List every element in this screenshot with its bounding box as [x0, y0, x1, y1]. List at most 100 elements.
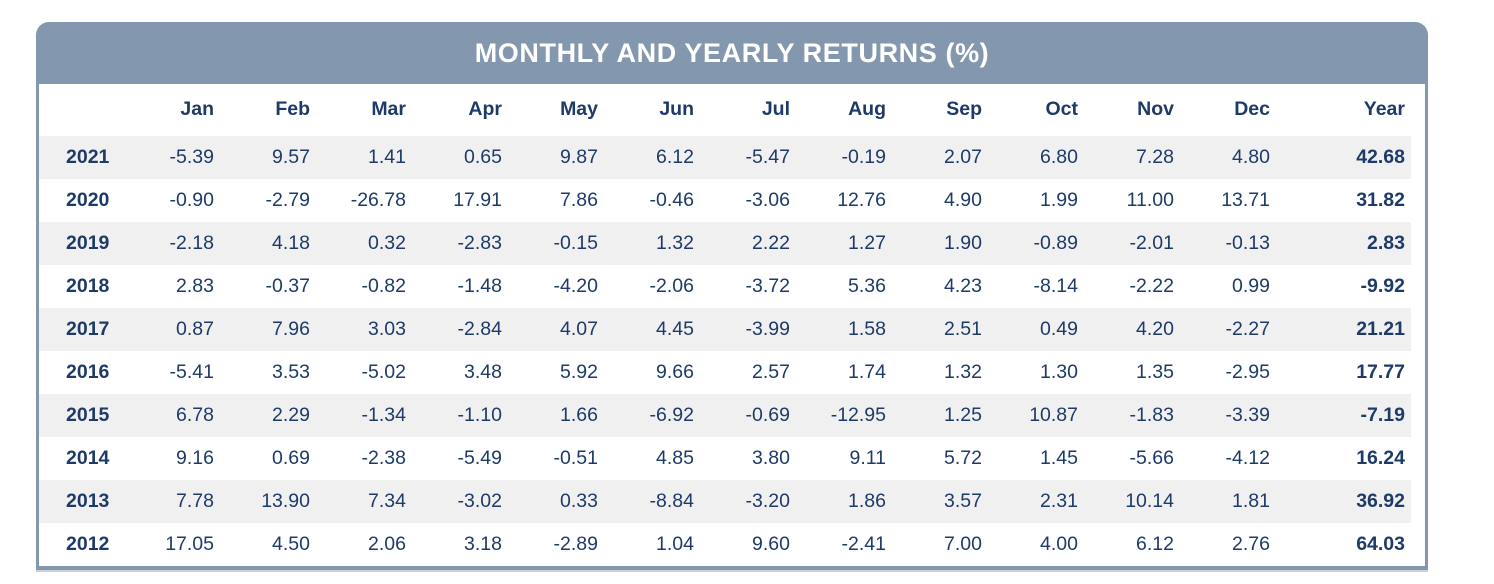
monthly-return-cell: -2.38 [361, 447, 406, 469]
monthly-return-cell: -5.49 [457, 447, 502, 469]
corner-cell [39, 84, 124, 136]
table-row-2020: 2020 -0.90 -2.79 -26.78 17.91 7.86 -0.46 -3.06 1… [39, 179, 1411, 222]
monthly-return-cell: 17.91 [453, 189, 502, 211]
monthly-return-cell: 6.78 [176, 404, 214, 426]
table-row-2017: 2017 0.87 7.96 3.03 -2.84 4.07 4.45 -3.99 1.58 2.… [39, 308, 1411, 351]
monthly-return-cell: 0.69 [272, 447, 310, 469]
yearly-return-cell: 16.24 [1356, 447, 1405, 469]
table-title-bar: MONTHLY AND YEARLY RETURNS (%) [36, 22, 1428, 84]
monthly-return-cell: 10.87 [1029, 404, 1078, 426]
monthly-return-cell: 1.90 [944, 232, 982, 254]
monthly-return-cell: -2.18 [169, 232, 214, 254]
yearly-return-cell: 21.21 [1356, 318, 1405, 340]
table-row-2016: 2016 -5.41 3.53 -5.02 3.48 5.92 9.66 2.57 1.74 1.… [39, 351, 1411, 394]
monthly-return-cell: -0.19 [841, 146, 886, 168]
row-year-label: 2021 [66, 146, 110, 168]
monthly-return-cell: 10.14 [1125, 490, 1174, 512]
monthly-return-cell: -0.69 [745, 404, 790, 426]
monthly-return-cell: 7.86 [560, 189, 598, 211]
monthly-return-cell: 1.30 [1040, 361, 1078, 383]
column-header-may: May [560, 97, 598, 120]
monthly-return-cell: 9.57 [272, 146, 310, 168]
column-header-jul: Jul [761, 97, 790, 120]
monthly-return-cell: -12.95 [830, 404, 886, 426]
table-row-2014: 2014 9.16 0.69 -2.38 -5.49 -0.51 4.85 3.80 9.11 5… [39, 437, 1411, 480]
column-header-aug: Aug [848, 97, 886, 120]
monthly-return-cell: 2.57 [752, 361, 790, 383]
monthly-return-cell: -2.06 [649, 275, 694, 297]
table-row-2021: 2021 -5.39 9.57 1.41 0.65 9.87 6.12 -5.47 -0.19 2… [39, 136, 1411, 179]
monthly-return-cell: 3.53 [272, 361, 310, 383]
table-row-2018: 2018 2.83 -0.37 -0.82 -1.48 -4.20 -2.06 -3.72 5.… [39, 265, 1411, 308]
monthly-return-cell: -2.79 [265, 189, 310, 211]
monthly-return-cell: -4.20 [553, 275, 598, 297]
monthly-return-cell: 11.00 [1126, 189, 1174, 211]
table-row-2015: 2015 6.78 2.29 -1.34 -1.10 1.66 -6.92 -0.69 -12.… [39, 394, 1411, 437]
monthly-return-cell: 4.50 [272, 533, 310, 555]
monthly-return-cell: 9.60 [752, 533, 790, 555]
column-header-oct: Oct [1045, 97, 1078, 120]
monthly-return-cell: 4.07 [560, 318, 598, 340]
monthly-return-cell: 2.29 [272, 404, 310, 426]
monthly-return-cell: -6.92 [649, 404, 694, 426]
monthly-return-cell: -5.66 [1129, 447, 1174, 469]
monthly-return-cell: 4.80 [1232, 146, 1270, 168]
monthly-return-cell: 6.12 [1136, 533, 1174, 555]
monthly-return-cell: 13.90 [261, 490, 310, 512]
header-row: Jan Feb Mar Apr May Jun Jul Aug Sep Oct Nov Dec Year [39, 84, 1411, 136]
monthly-return-cell: -5.41 [169, 361, 214, 383]
yearly-return-cell: -9.92 [1360, 275, 1405, 297]
row-year-label: 2013 [66, 490, 110, 512]
row-year-label: 2016 [66, 361, 110, 383]
monthly-return-cell: 4.23 [944, 275, 982, 297]
row-year-label: 2020 [66, 189, 110, 211]
table-row-2012: 2012 17.05 4.50 2.06 3.18 -2.89 1.04 9.60 -2.41 7… [39, 523, 1411, 566]
monthly-return-cell: -5.39 [169, 146, 214, 168]
monthly-return-cell: 1.25 [944, 404, 982, 426]
column-header-dec: Dec [1234, 97, 1270, 120]
monthly-return-cell: -2.83 [457, 232, 502, 254]
column-header-sep: Sep [946, 97, 982, 120]
monthly-return-cell: 1.04 [656, 533, 694, 555]
monthly-return-cell: 4.90 [944, 189, 982, 211]
monthly-return-cell: 1.35 [1136, 361, 1174, 383]
monthly-return-cell: 17.05 [165, 533, 214, 555]
monthly-return-cell: -0.90 [169, 189, 214, 211]
monthly-return-cell: -2.89 [553, 533, 598, 555]
monthly-return-cell: 3.48 [464, 361, 502, 383]
monthly-return-cell: 4.45 [656, 318, 694, 340]
monthly-return-cell: 4.20 [1136, 318, 1174, 340]
monthly-return-cell: 7.34 [368, 490, 406, 512]
column-header-mar: Mar [371, 97, 406, 120]
monthly-return-cell: 9.87 [560, 146, 598, 168]
monthly-return-cell: -1.48 [457, 275, 502, 297]
monthly-return-cell: 4.85 [656, 447, 694, 469]
yearly-return-cell: 36.92 [1356, 490, 1405, 512]
monthly-return-cell: 2.06 [368, 533, 406, 555]
monthly-return-cell: 4.00 [1040, 533, 1078, 555]
monthly-return-cell: 0.65 [464, 146, 502, 168]
monthly-return-cell: 2.31 [1040, 490, 1078, 512]
monthly-return-cell: 1.86 [848, 490, 886, 512]
monthly-return-cell: 0.49 [1040, 318, 1078, 340]
monthly-return-cell: -4.12 [1225, 447, 1270, 469]
monthly-return-cell: 6.80 [1040, 146, 1078, 168]
row-year-label: 2012 [66, 533, 110, 555]
monthly-return-cell: 7.00 [944, 533, 982, 555]
yearly-return-cell: 17.77 [1356, 361, 1405, 383]
monthly-return-cell: -1.34 [361, 404, 406, 426]
monthly-return-cell: -0.37 [265, 275, 310, 297]
monthly-return-cell: -0.51 [553, 447, 598, 469]
monthly-return-cell: -5.02 [361, 361, 406, 383]
monthly-return-cell: -2.84 [457, 318, 502, 340]
yearly-return-cell: 42.68 [1356, 146, 1405, 168]
monthly-return-cell: 7.78 [176, 490, 214, 512]
column-header-jun: Jun [659, 97, 694, 120]
column-header-year: Year [1363, 97, 1405, 120]
returns-table-card: MONTHLY AND YEARLY RETURNS (%) Jan Feb Mar… [36, 22, 1428, 570]
row-year-label: 2014 [66, 447, 110, 469]
row-year-label: 2015 [66, 404, 110, 426]
yearly-return-cell: 31.82 [1356, 189, 1405, 211]
monthly-return-cell: -0.82 [361, 275, 406, 297]
monthly-return-cell: 9.16 [176, 447, 214, 469]
